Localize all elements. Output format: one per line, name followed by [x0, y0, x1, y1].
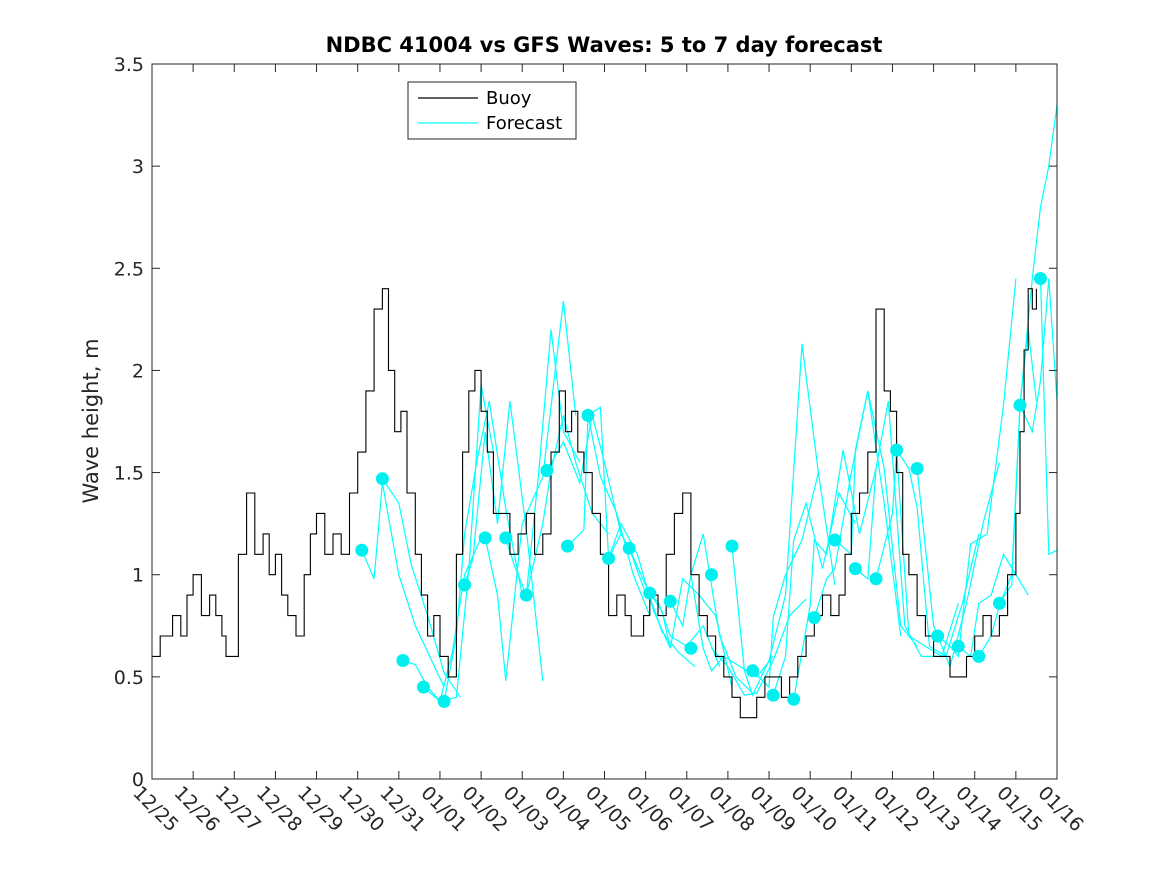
forecast-marker [602, 551, 616, 565]
forecast-marker [951, 639, 965, 653]
forecast-marker [848, 562, 862, 576]
forecast-line [896, 449, 980, 658]
forecast-marker [705, 568, 718, 582]
forecast-line [772, 491, 856, 696]
forecast-marker [766, 688, 780, 702]
plot-area [151, 63, 1058, 780]
forecast-line [423, 384, 494, 703]
forecast-marker [540, 464, 554, 477]
forecast-marker [663, 594, 677, 608]
forecast-marker [499, 531, 513, 545]
y-tick-label: 0.5 [114, 667, 144, 689]
forecast-marker [746, 664, 760, 678]
forecast-line [1019, 278, 1058, 434]
y-tick-label: 1.5 [114, 463, 144, 485]
legend-box [407, 81, 577, 140]
forecast-marker [417, 680, 430, 694]
legend-buoy-label: Buoy [486, 88, 532, 109]
y-tick-label: 2 [132, 360, 144, 382]
y-tick-label: 1 [132, 565, 144, 587]
buoy-lines [152, 288, 1037, 719]
forecast-line [711, 598, 807, 696]
forecast-line [567, 415, 651, 616]
forecast-marker [355, 543, 369, 557]
forecast-line [361, 482, 445, 688]
forecast-line [587, 406, 671, 649]
forecast-marker [869, 572, 883, 586]
forecast-marker [890, 443, 904, 457]
forecast-marker [931, 629, 945, 643]
y-tick-label: 3.5 [114, 54, 144, 76]
buoy-line [152, 288, 1037, 719]
forecast-line [813, 390, 902, 637]
y-axis: 0 0.5 1 1.5 2 2.5 3 3.5 [114, 54, 1057, 791]
forecast-line [505, 329, 581, 596]
forecast-marker [375, 472, 389, 486]
forecast-marker [787, 692, 801, 706]
forecast-marker [807, 611, 821, 625]
forecast-marker [478, 531, 492, 545]
forecast-line [669, 533, 754, 694]
chart-title: NDBC 41004 vs GFS Waves: 5 to 7 day fore… [326, 33, 883, 57]
forecast-marker [1034, 272, 1047, 285]
forecast-marker [1013, 398, 1027, 412]
forecast-markers [355, 272, 1047, 708]
forecast-marker [519, 588, 533, 602]
forecast-marker [972, 649, 986, 663]
forecast-marker [437, 694, 451, 708]
forecast-line [731, 343, 819, 697]
y-tick-label: 0 [132, 769, 144, 791]
forecast-line [381, 478, 461, 698]
forecast-marker [396, 654, 410, 667]
forecast-line [998, 104, 1058, 604]
forecast-line [855, 400, 938, 658]
forecast-marker [643, 586, 657, 600]
forecast-marker [910, 462, 924, 475]
forecast-line [608, 532, 696, 668]
forecast-marker [725, 539, 739, 553]
forecast-line [752, 472, 836, 689]
legend-forecast-label: Forecast [486, 113, 562, 134]
forecast-line [937, 278, 1017, 658]
forecast-line [649, 577, 733, 688]
y-axis-label: Wave height, m [79, 338, 103, 503]
y-tick-label: 2.5 [114, 258, 144, 280]
forecast-line [793, 449, 877, 700]
forecast-marker [992, 596, 1006, 610]
forecast-marker [622, 541, 636, 555]
y-tick-label: 3 [132, 156, 144, 178]
forecast-line [1039, 278, 1058, 556]
axes-background [152, 64, 1057, 779]
forecast-marker [828, 533, 842, 547]
forecast-marker [581, 408, 595, 422]
forecast-marker [458, 578, 472, 592]
forecast-line [484, 300, 577, 681]
forecast-line [546, 415, 622, 535]
forecast-marker [561, 539, 574, 553]
legend: Buoy Forecast [407, 81, 577, 140]
forecast-marker [684, 641, 698, 655]
